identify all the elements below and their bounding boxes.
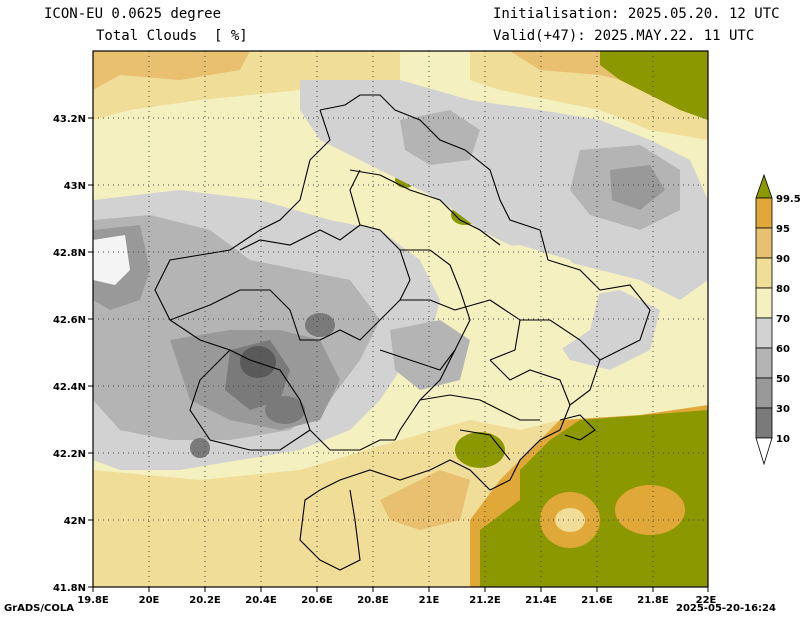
variable-title: Total Clouds [ %] — [96, 28, 248, 44]
init-time: Initialisation: 2025.05.20. 12 UTC — [493, 6, 780, 22]
model-title: ICON-EU 0.0625 degree — [44, 6, 222, 22]
y-tick-label: 43N — [64, 181, 86, 192]
x-tick-label: 21.8E — [637, 595, 669, 606]
cloud-cover-field — [93, 51, 708, 587]
colorbar-label: 95 — [776, 224, 790, 235]
admin-borders — [154, 94, 651, 571]
x-tick-label: 21E — [419, 595, 440, 606]
y-tick-label: 42N — [64, 516, 86, 527]
colorbar-label: 90 — [776, 254, 790, 265]
y-tick-label: 43.2N — [53, 114, 86, 125]
colorbar-label: 99.5 — [776, 194, 800, 205]
valid-time: Valid(+47): 2025.MAY.22. 11 UTC — [493, 28, 755, 44]
x-tick-label: 19.8E — [77, 595, 109, 606]
colorbar-label: 80 — [776, 284, 790, 295]
x-axis-labels: 19.8E 20E 20.2E 20.4E 20.6E 20.8E 21E 21… — [77, 595, 716, 606]
y-tick-label: 42.2N — [53, 449, 86, 460]
y-tick-label: 41.8N — [53, 583, 86, 594]
x-tick-label: 20.8E — [357, 595, 389, 606]
x-tick-label: 21.4E — [525, 595, 557, 606]
x-tick-label: 21.2E — [469, 595, 501, 606]
x-tick-label: 21.6E — [581, 595, 613, 606]
colorbar-label: 30 — [776, 404, 790, 415]
y-tick-label: 42.8N — [53, 248, 86, 259]
render-timestamp: 2025-05-20-16:24 — [676, 603, 776, 614]
y-tick-label: 42.6N — [53, 315, 86, 326]
x-tick-label: 22E — [696, 595, 717, 606]
software-credit: GrADS/COLA — [4, 603, 74, 614]
x-tick-label: 20.2E — [189, 595, 221, 606]
colorbar-label: 70 — [776, 314, 790, 325]
colorbar-labels: 99.5 95 90 80 70 60 50 30 10 — [776, 194, 800, 445]
x-tick-label: 20E — [139, 595, 160, 606]
y-axis-labels: 43.2N 43N 42.8N 42.6N 42.4N 42.2N 42N 41… — [53, 114, 86, 594]
y-tick-label: 42.4N — [53, 382, 86, 393]
colorbar-label: 60 — [776, 344, 790, 355]
colorbar-label: 50 — [776, 374, 790, 385]
colorbar — [755, 173, 773, 466]
colorbar-bottom-arrow — [755, 437, 773, 466]
x-tick-label: 20.6E — [301, 595, 333, 606]
x-tick-label: 20.4E — [245, 595, 277, 606]
colorbar-label: 10 — [776, 434, 790, 445]
colorbar-top-arrow — [755, 173, 773, 199]
